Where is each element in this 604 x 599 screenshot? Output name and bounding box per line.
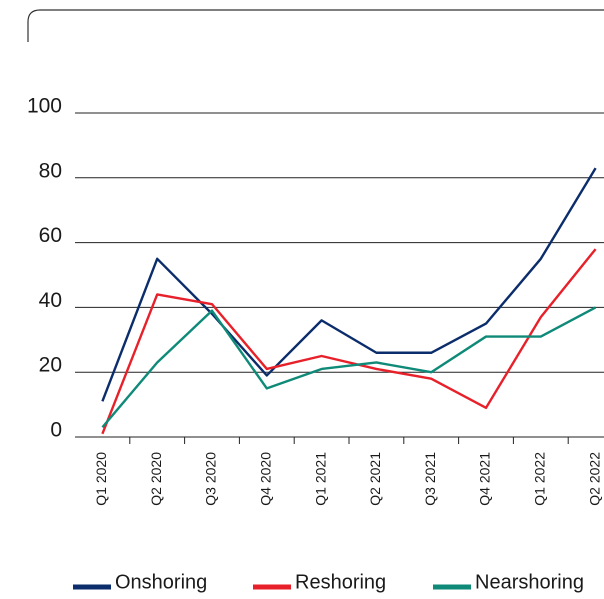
x-tick-label: Q2 2020 [148,452,164,506]
line-series [101,248,597,435]
y-tick-label: 100 [27,95,62,118]
x-tick-label: Q1 2022 [532,452,548,506]
x-tick-label: Q1 2021 [312,452,328,506]
legend-label: Onshoring [115,571,207,593]
y-tick-label: 60 [39,224,62,247]
y-tick-label: 20 [39,354,62,377]
y-tick-label: 0 [50,419,62,442]
line-series [101,306,597,429]
x-tick-label: Q3 2020 [203,452,219,506]
y-tick-label: 40 [39,289,62,312]
x-tick-label: Q2 2022 [586,452,602,506]
line-series [101,167,597,402]
x-tick-label: Q4 2021 [477,452,493,506]
y-tick-label: 80 [39,159,62,182]
frame [27,9,604,42]
x-tick-label: Q2 2021 [367,452,383,506]
x-tick-label: Q1 2020 [93,452,109,506]
legend-label: Nearshoring [475,571,584,593]
x-tick-label: Q3 2021 [422,452,438,506]
x-tick-label: Q4 2020 [258,452,274,506]
legend-label: Reshoring [295,571,386,593]
